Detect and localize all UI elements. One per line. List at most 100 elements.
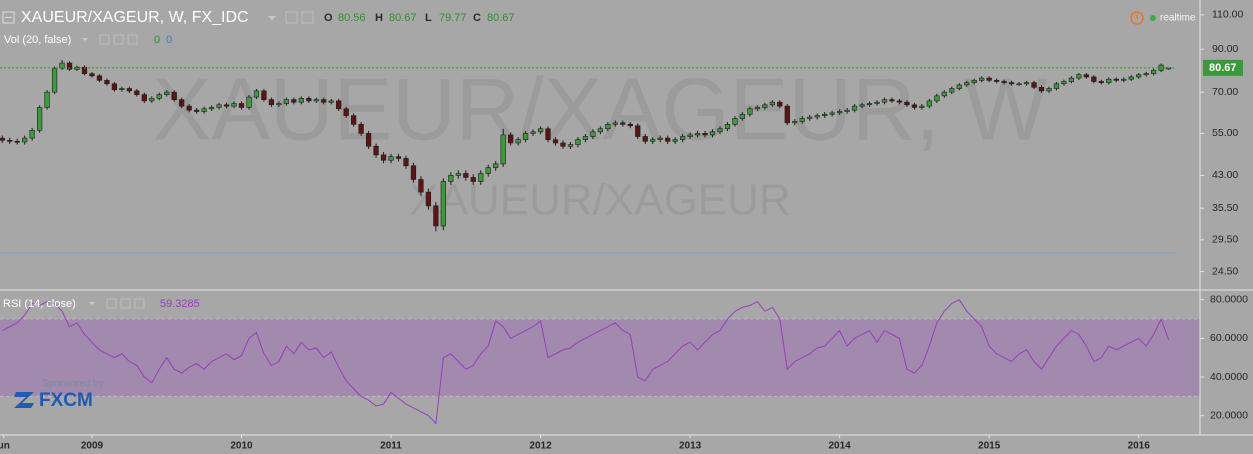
candle-body: [837, 111, 843, 114]
dropdown-arrow[interactable]: [82, 38, 88, 41]
candle-body: [81, 66, 88, 74]
settings-icon[interactable]: [285, 11, 298, 24]
sponsor-text: Sponsored by: [42, 379, 104, 390]
candle-body: [941, 91, 947, 97]
candle-body: [201, 108, 207, 112]
candle-body: [156, 94, 162, 99]
ohlc-value: 80.56: [338, 12, 366, 24]
x-tick-label: 2015: [978, 441, 1001, 452]
dropdown-arrow[interactable]: [89, 302, 95, 305]
candle-body: [732, 118, 738, 125]
rsi-label: RSI (14, close): [3, 298, 76, 310]
candle-body: [44, 91, 50, 108]
candle-body: [1083, 74, 1089, 78]
candle-body: [642, 136, 648, 142]
watermark-symbol: XAUEUR/XAGEUR: [409, 176, 790, 225]
rsi-value: 59.3285: [160, 298, 200, 310]
candle-body: [0, 137, 5, 141]
y-tick-label: 35.50: [1212, 202, 1238, 214]
candle-body: [552, 139, 559, 144]
candle-body: [784, 105, 790, 124]
candle-body: [567, 144, 574, 147]
ohlc-value: 80.67: [487, 12, 515, 24]
candle-body: [949, 88, 955, 93]
candle-body: [246, 96, 252, 108]
candle-body: [844, 109, 850, 112]
candle-body: [956, 84, 962, 89]
candle-body: [111, 83, 118, 91]
candle-body: [1076, 74, 1082, 79]
candle-body: [582, 136, 589, 140]
candle-body: [971, 80, 977, 83]
alert-icon[interactable]: [1130, 11, 1144, 25]
y-tick-label: 40.0000: [1210, 371, 1248, 383]
candle-body: [1113, 78, 1119, 81]
candle-body: [358, 123, 364, 134]
candle-body: [964, 82, 970, 86]
candle-body: [351, 115, 357, 125]
hide-icon[interactable]: [120, 298, 131, 309]
x-tick-label: 2012: [529, 441, 552, 452]
candle-body: [418, 179, 424, 193]
watermark: XAUEUR/XAGEUR, W: [153, 59, 1048, 158]
candle-body: [635, 125, 641, 137]
collapse-icon[interactable]: [2, 11, 15, 24]
close-icon[interactable]: [127, 34, 138, 45]
candle-body: [216, 104, 222, 108]
candle-body: [679, 136, 686, 140]
candle-body: [1098, 81, 1104, 83]
candle-body: [321, 99, 327, 103]
price-pane: [0, 59, 1175, 232]
candle-body: [141, 94, 147, 102]
candle-body: [298, 98, 304, 103]
candle-body: [657, 137, 663, 140]
candle-body: [1001, 81, 1007, 83]
rsi-line: [2, 299, 1170, 425]
candle-body: [1121, 78, 1127, 81]
candle-body: [807, 116, 813, 119]
candle-body: [470, 177, 476, 182]
candle-body: [22, 137, 28, 143]
rsi-pane: [0, 299, 1200, 425]
hide-icon[interactable]: [113, 34, 124, 45]
candle-body: [1046, 88, 1052, 92]
dropdown-arrow[interactable]: [268, 16, 276, 20]
candle-body: [530, 131, 536, 134]
x-tick-label: 2011: [380, 441, 402, 452]
candle-body: [620, 122, 626, 125]
y-tick-label: 43.00: [1212, 169, 1238, 181]
status-label: realtime: [1160, 13, 1196, 24]
ohlc-value: 80.67: [389, 12, 417, 24]
y-tick-label: 20.0000: [1210, 409, 1248, 421]
candle-body: [709, 131, 716, 136]
candle-body: [313, 99, 319, 102]
candle-body: [186, 105, 192, 111]
close-icon[interactable]: [134, 298, 145, 309]
candle-body: [403, 158, 409, 167]
candle-body: [739, 113, 746, 119]
candle-body: [904, 101, 910, 106]
last-price-tag: [1203, 59, 1243, 76]
candle-body: [1061, 81, 1067, 85]
settings-icon[interactable]: [106, 298, 117, 309]
sponsor-logo: [14, 392, 34, 408]
candle-body: [859, 104, 865, 107]
candle-body: [1106, 78, 1112, 83]
hide-icon[interactable]: [301, 11, 314, 24]
x-tick-label: 2016: [1128, 441, 1151, 452]
candle-body: [994, 80, 1000, 82]
candle-body: [605, 123, 611, 130]
candle-body: [881, 99, 888, 103]
candle-body: [328, 100, 334, 103]
candle-body: [268, 99, 275, 106]
settings-icon[interactable]: [99, 34, 110, 45]
candle-body: [37, 107, 43, 131]
candle-body: [866, 103, 873, 106]
status-dot: [1150, 15, 1156, 21]
candle-body: [612, 122, 618, 125]
candle-body: [51, 67, 58, 93]
candle-body: [448, 175, 454, 182]
candle-body: [223, 104, 230, 107]
x-tick-label: un: [0, 441, 10, 452]
ohlc-key: O: [324, 12, 333, 24]
